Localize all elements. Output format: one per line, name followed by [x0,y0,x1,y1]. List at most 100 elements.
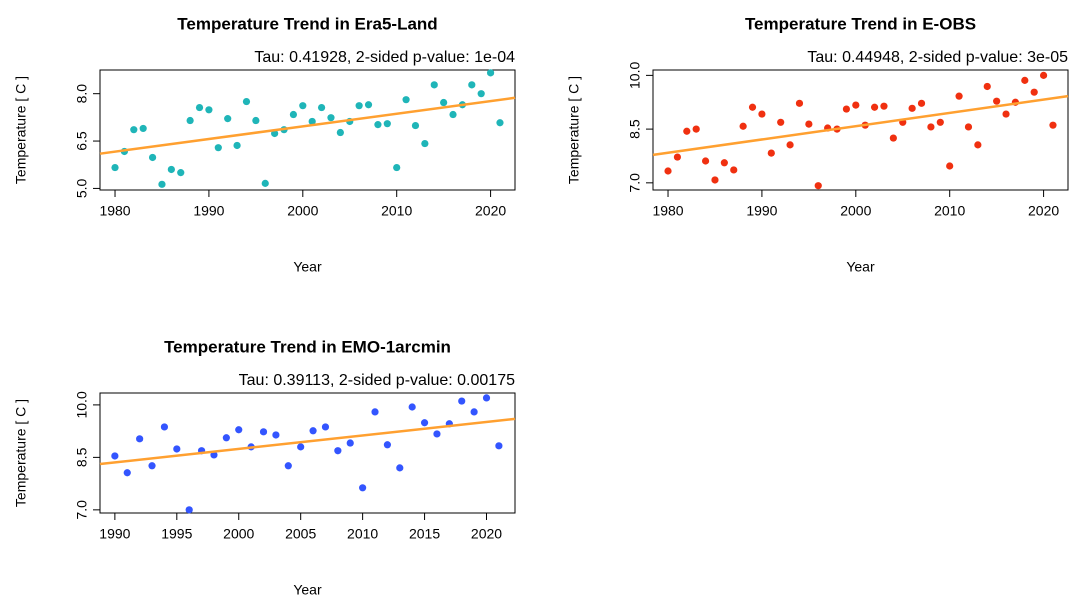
data-point [440,98,448,107]
data-point [927,123,935,131]
x-tick-label: 1980 [99,203,130,219]
data-point [158,180,166,188]
data-point [148,153,157,162]
x-tick-label: 2005 [285,526,316,542]
data-point [411,121,420,130]
data-point [482,394,491,402]
data-point [383,441,392,449]
data-point [364,101,373,109]
x-axis-label: Year [293,582,322,598]
data-point [673,153,682,161]
y-tick-label: 8.0 [74,84,90,104]
x-tick-label: 2000 [840,203,871,219]
data-point [272,431,280,439]
x-tick-label: 2000 [287,203,318,219]
data-point [468,81,476,89]
plot-box [652,69,1069,191]
data-point [374,121,382,129]
data-point [470,408,478,416]
data-point [309,427,317,435]
data-point [946,162,954,170]
data-point [964,123,973,131]
y-tick-label: 8.5 [627,119,643,139]
data-point [955,92,963,100]
data-point [334,447,342,455]
chart-subtitle: Tau: 0.41928, 2-sided p-value: 1e-04 [254,49,515,66]
data-point [195,103,204,112]
x-tick-label: 2000 [223,526,254,542]
data-point [173,445,181,453]
data-point [205,106,213,114]
data-point [758,110,766,118]
data-point [1002,110,1010,118]
y-axis-label: Temperature [ C ] [566,76,582,184]
x-tick-label: 2015 [409,526,440,542]
data-point [701,157,710,165]
plot-box [99,392,516,514]
data-point [289,110,298,119]
data-point [396,464,404,472]
data-point [355,102,363,110]
y-axis-label: Temperature [ C ] [13,399,29,507]
data-point [359,484,367,492]
data-point [880,102,888,110]
data-point [1049,121,1057,129]
data-point [421,139,429,148]
data-point [393,163,401,172]
data-point [936,118,944,126]
data-point [317,103,326,112]
data-point [777,118,785,126]
data-point [852,101,860,109]
data-point [711,176,719,184]
chart-subtitle: Tau: 0.39113, 2-sided p-value: 0.00175 [239,372,515,389]
data-point [321,423,330,431]
y-tick-label: 7.0 [627,173,643,193]
trend-line [99,417,516,466]
data-point [139,124,147,133]
x-tick-label: 1990 [99,526,130,542]
data-point [371,408,379,416]
data-point [889,134,897,142]
data-point [767,149,775,157]
data-point [222,434,230,442]
trend-line [99,96,516,155]
data-point [167,165,175,174]
data-point [870,103,879,111]
data-point [917,99,926,107]
data-point [271,129,279,138]
y-tick-label: 10.0 [74,391,90,418]
data-point [327,114,335,122]
x-tick-label: 1980 [652,203,683,219]
data-point [224,115,232,123]
data-point [235,426,243,434]
data-point [814,182,822,190]
data-point [993,97,1001,105]
data-point [383,120,391,128]
data-point [136,435,144,443]
chart-title: Temperature Trend in EMO-1arcmin [164,337,451,356]
x-tick-label: 1990 [193,203,224,219]
data-point [739,122,747,130]
data-point [261,179,269,187]
y-tick-label: 10.0 [627,62,643,89]
x-axis-label: Year [293,259,322,275]
data-point [786,141,794,149]
data-point [297,443,305,451]
y-axis-label: Temperature [ C ] [13,76,29,184]
data-point [299,102,307,110]
trend-line [652,94,1069,157]
data-point [186,116,194,125]
x-tick-label: 2010 [347,526,378,542]
y-tick-label: 8.5 [74,447,90,467]
x-tick-label: 1990 [746,203,777,219]
data-point [308,117,316,126]
data-point [1030,88,1038,96]
data-point [795,99,804,107]
data-point [842,105,851,113]
data-point [692,125,700,133]
data-point [1021,76,1029,84]
data-point [1039,71,1048,79]
data-point [130,126,138,134]
data-point [408,403,416,411]
